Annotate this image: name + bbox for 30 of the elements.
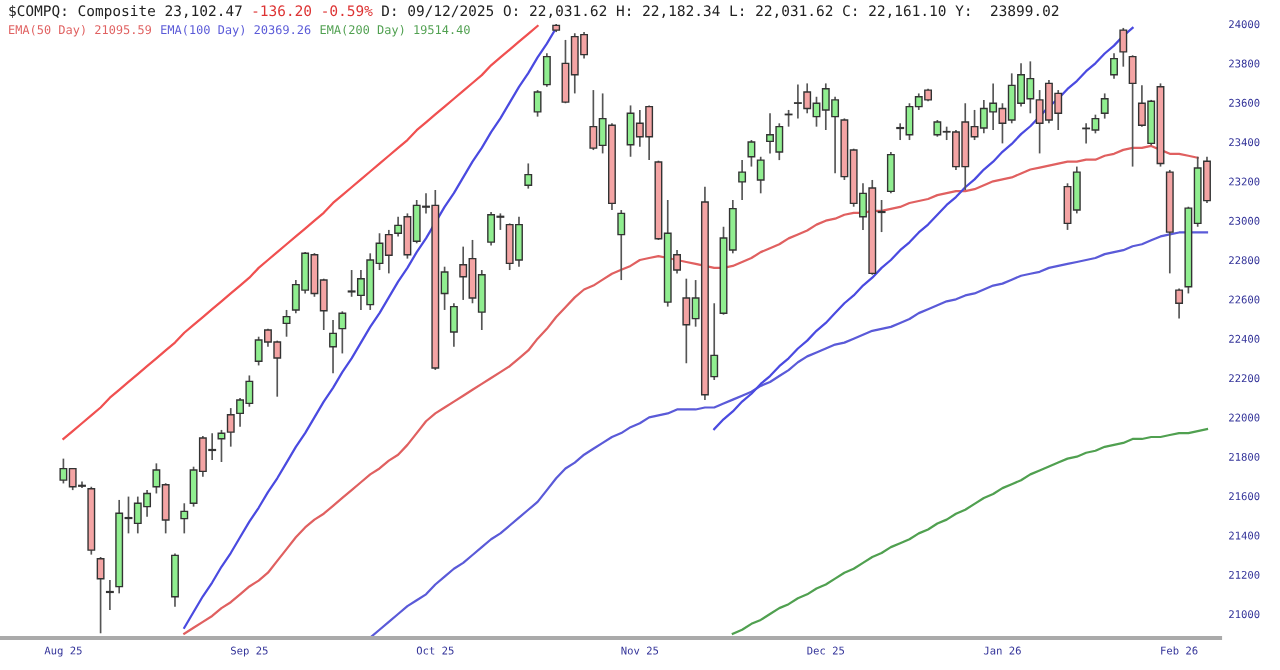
candlestick bbox=[1110, 52, 1118, 80]
candlestick bbox=[459, 245, 468, 301]
candlestick bbox=[747, 139, 756, 168]
candlestick bbox=[487, 211, 496, 247]
candlestick bbox=[756, 155, 765, 195]
candlestick bbox=[738, 159, 747, 201]
candlestick bbox=[524, 162, 533, 190]
candlestick bbox=[282, 309, 291, 338]
candlestick bbox=[542, 52, 551, 88]
candlestick bbox=[171, 552, 179, 608]
candlestick bbox=[96, 556, 105, 635]
line-series bbox=[731, 428, 1209, 635]
candlestick bbox=[886, 151, 895, 195]
line-series bbox=[713, 26, 1134, 431]
candlestick bbox=[338, 310, 347, 355]
candlestick bbox=[329, 319, 337, 375]
candlestick bbox=[1128, 54, 1137, 168]
line-series bbox=[369, 231, 1209, 638]
candlestick bbox=[1119, 27, 1128, 68]
candlestick bbox=[617, 209, 626, 281]
candlestick bbox=[1175, 287, 1184, 320]
candlestick bbox=[449, 302, 458, 348]
candlestick bbox=[384, 229, 393, 275]
candlestick bbox=[533, 89, 542, 118]
candlestick bbox=[226, 407, 235, 448]
line-series bbox=[62, 24, 539, 441]
candlestick bbox=[1100, 92, 1109, 120]
candlestick bbox=[105, 579, 114, 611]
line-series bbox=[183, 144, 1199, 635]
candlestick bbox=[180, 502, 189, 535]
